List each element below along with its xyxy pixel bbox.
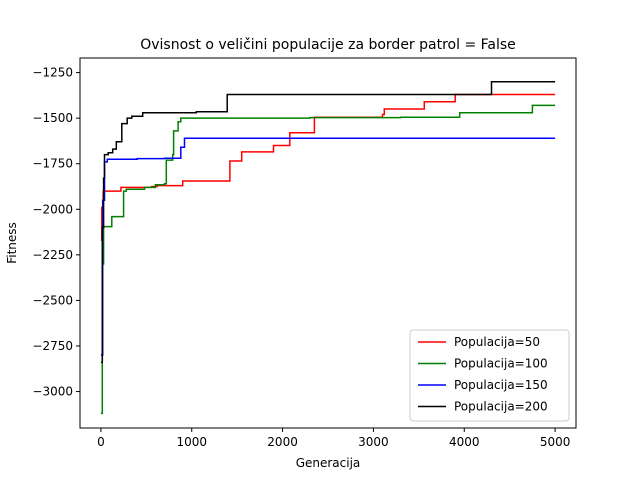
x-tick-label: 4000 xyxy=(449,435,480,449)
y-tick-label: −2250 xyxy=(32,248,73,262)
legend-entry: Populacija=50 xyxy=(454,335,540,349)
series-line-1 xyxy=(101,95,555,241)
x-axis-label: Generacija xyxy=(296,456,361,470)
x-tick-label: 1000 xyxy=(176,435,207,449)
series-line-3 xyxy=(101,138,555,355)
y-tick-label: −3000 xyxy=(32,385,73,399)
y-tick-label: −1500 xyxy=(32,111,73,125)
y-axis-label: Fitness xyxy=(5,222,19,264)
y-tick-label: −2000 xyxy=(32,202,73,216)
x-tick-label: 2000 xyxy=(267,435,298,449)
y-tick-label: −1750 xyxy=(32,157,73,171)
y-tick-label: −2500 xyxy=(32,293,73,307)
legend-entry: Populacija=200 xyxy=(454,400,548,414)
legend: Populacija=50 Populacija=100 Populacija=15… xyxy=(410,330,569,421)
x-tick-label: 3000 xyxy=(358,435,389,449)
series-line-4 xyxy=(101,82,555,363)
y-tick-label: −1250 xyxy=(32,66,73,80)
legend-entry: Populacija=100 xyxy=(454,357,548,371)
chart-title: Ovisnost o veličini populacije za border… xyxy=(140,37,516,53)
x-tick-label: 5000 xyxy=(540,435,571,449)
y-tick-label: −2750 xyxy=(32,339,73,353)
x-tick-label: 0 xyxy=(97,435,105,449)
legend-entry: Populacija=150 xyxy=(454,378,548,392)
